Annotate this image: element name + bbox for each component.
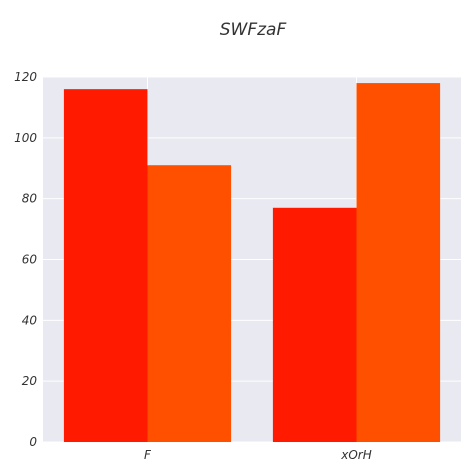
bar-series-1-xOrH [272, 207, 357, 442]
y-tick-label: 0 [29, 435, 37, 449]
x-tick-label: F [144, 448, 152, 462]
y-tick-label: 120 [14, 70, 37, 84]
y-tick-label: 40 [22, 313, 38, 327]
bars [63, 83, 441, 443]
bar-series-2-xOrH [356, 83, 441, 442]
y-tick-label: 80 [22, 192, 38, 206]
y-tick-label: 60 [22, 253, 38, 267]
bar-series-2-F [147, 165, 232, 443]
y-tick-label: 100 [14, 131, 37, 145]
x-tick-label: xOrH [340, 448, 372, 462]
y-axis: 0 20 40 60 80 100 120 [14, 70, 37, 449]
y-tick-label: 20 [22, 374, 38, 388]
chart-title: SWFzaF [220, 20, 287, 40]
bar-series-1-F [63, 89, 148, 443]
